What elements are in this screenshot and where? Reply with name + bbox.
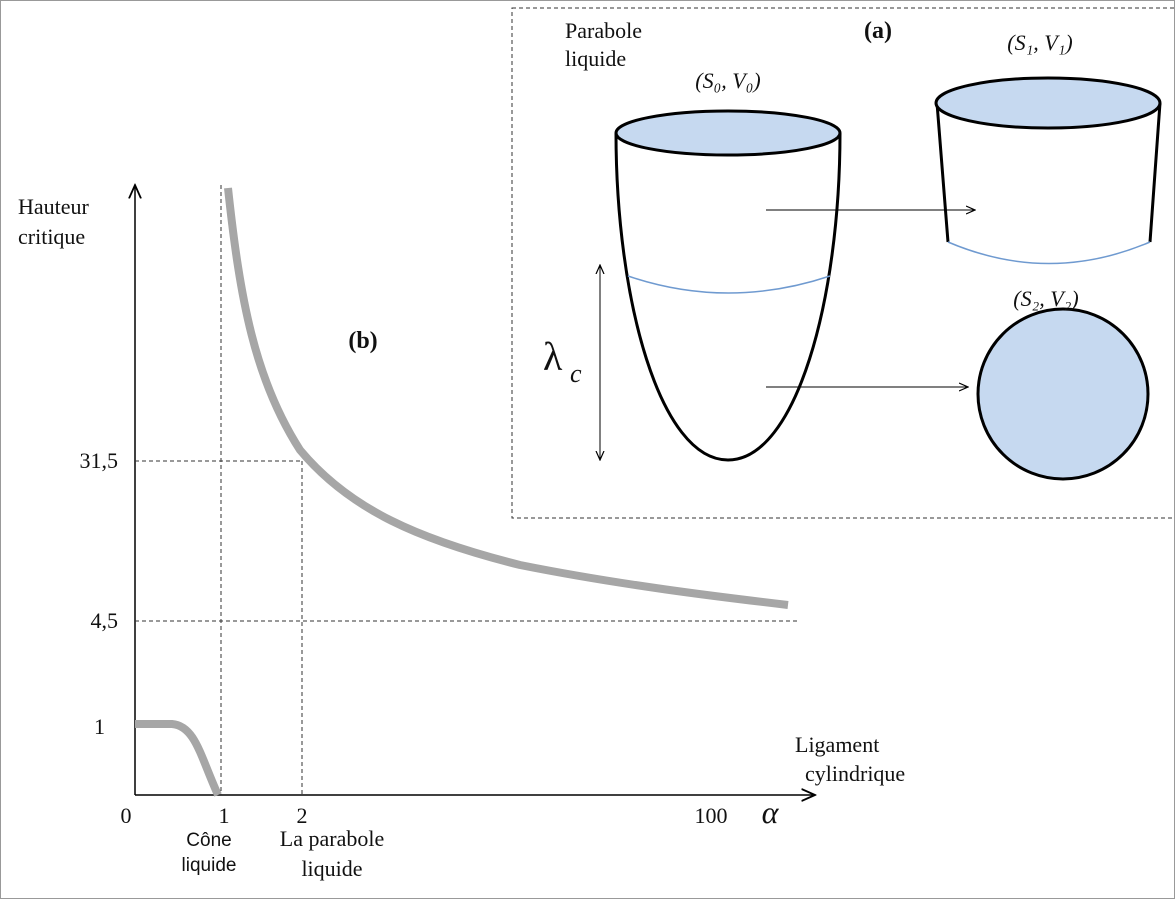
x-tick-label: 100	[695, 803, 728, 828]
annotation: liquide	[301, 856, 362, 881]
panel-label: (b)	[348, 328, 377, 354]
state-label: (S₂, V₂)	[1013, 286, 1078, 311]
y-tick-label: 31,5	[80, 448, 119, 473]
drop	[976, 307, 1150, 481]
y-axis-label: Hauteur	[18, 194, 90, 219]
cut-line	[627, 275, 831, 294]
panel-a: Parabole liquide (a) (S₀, V₀) (S₁, V₁) (…	[511, 7, 1175, 519]
panel-label: (a)	[864, 18, 892, 44]
panel-b: Hauteur critique 31,5 4,5 1 0 1 2 100 α …	[18, 185, 905, 881]
y-tick-label: 1	[94, 714, 105, 739]
cup-top	[934, 76, 1162, 130]
cone-curve	[135, 720, 222, 797]
y-tick-label: 4,5	[91, 608, 119, 633]
length-subscript: c	[570, 359, 582, 388]
panel-a-box	[511, 7, 1175, 519]
x-tick-label: 2	[297, 803, 308, 828]
y-axis-label: critique	[18, 224, 85, 249]
length-symbol: λ	[543, 334, 563, 379]
cup-sides	[935, 102, 1162, 243]
state-label: (S₀, V₀)	[695, 68, 760, 93]
x-axis-symbol: α	[762, 794, 780, 830]
parabola-top	[614, 109, 842, 157]
state-label: (S₁, V₁)	[1007, 30, 1072, 55]
parabola	[614, 132, 842, 462]
x-tick-label: 1	[219, 803, 230, 828]
annotation: Cône	[186, 830, 231, 851]
annotation: liquide	[565, 46, 626, 71]
x-axis-label: cylindrique	[805, 761, 905, 786]
cup-bottom	[947, 241, 1151, 265]
x-tick-label: 0	[121, 803, 132, 828]
guide-lines	[135, 185, 800, 795]
x-axis-label: Ligament	[795, 732, 879, 757]
annotation: Parabole	[565, 18, 642, 43]
annotation: liquide	[182, 855, 237, 876]
annotation: La parabole	[280, 826, 384, 851]
critical-height-curve	[224, 187, 789, 609]
